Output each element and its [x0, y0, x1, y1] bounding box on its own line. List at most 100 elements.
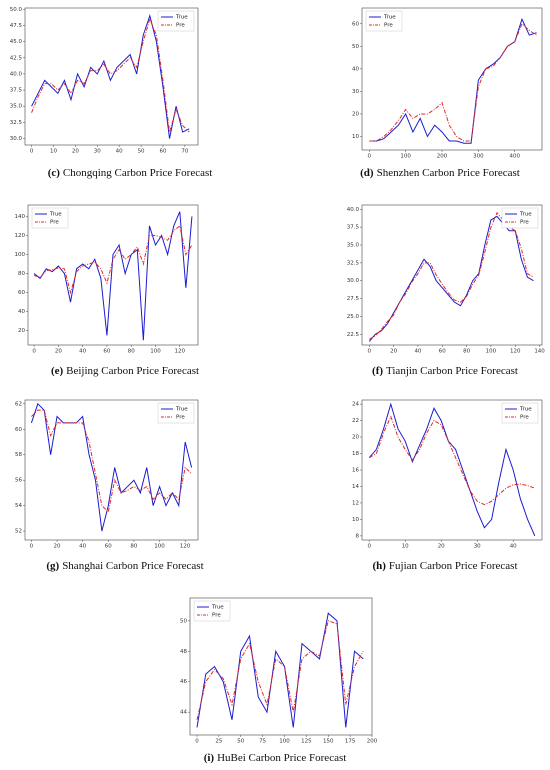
- y-tick-label: 62: [15, 401, 22, 407]
- x-tick-label: 30: [474, 544, 481, 550]
- legend-label: True: [519, 212, 532, 218]
- x-tick-label: 0: [32, 349, 36, 355]
- caption: (f) Tianjin Carbon Price Forecast: [372, 365, 518, 377]
- y-tick-label: 25.0: [347, 314, 360, 320]
- x-tick-label: 70: [181, 149, 188, 155]
- y-tick-label: 45.0: [10, 39, 23, 45]
- y-tick-label: 42.5: [10, 55, 23, 61]
- plot-frame: [27, 204, 199, 346]
- y-tick-label: 60: [18, 290, 25, 296]
- x-tick-label: 20: [54, 544, 61, 550]
- y-tick-label: 16: [352, 468, 359, 474]
- legend: True Pre: [157, 10, 195, 32]
- caption-text: Shanghai Carbon Price Forecast: [62, 560, 203, 572]
- x-tick-label: 125: [301, 739, 312, 745]
- x-tick-label: 300: [473, 154, 484, 160]
- chart-panel: 0 20 40 60 80 100 120 52 54 56 58 60 62 True Pre (g) Sha…: [15, 399, 204, 572]
- x-tick-label: 0: [195, 739, 199, 745]
- legend: True Pre: [157, 402, 195, 424]
- x-tick-label: 175: [345, 739, 356, 745]
- y-tick-label: 10: [352, 517, 359, 523]
- legend-label: Pre: [212, 613, 221, 619]
- caption-text: HuBei Carbon Price Forecast: [217, 752, 346, 764]
- series-line: [368, 415, 535, 506]
- series-line: [368, 402, 536, 537]
- y-tick-label: 58: [15, 452, 22, 458]
- x-tick-label: 100: [154, 544, 165, 550]
- x-tick-label: 80: [130, 544, 137, 550]
- x-tick-label: 200: [437, 154, 448, 160]
- y-tick-label: 46: [180, 679, 187, 685]
- series-line: [33, 211, 193, 341]
- legend-box: [501, 402, 539, 424]
- y-tick-label: 35.0: [10, 104, 23, 110]
- legend-label: Pre: [520, 220, 529, 226]
- y-tick-label: 37.5: [10, 88, 23, 94]
- x-tick-label: 0: [367, 544, 371, 550]
- legend-label: True: [175, 15, 188, 21]
- caption-text: Tianjin Carbon Price Forecast: [386, 365, 518, 377]
- y-tick-label: 120: [15, 233, 26, 239]
- x-tick-label: 400: [509, 154, 520, 160]
- x-tick-label: 0: [368, 154, 372, 160]
- legend: True Pre: [501, 207, 539, 229]
- y-tick-label: 30.0: [347, 278, 360, 284]
- caption-text: Beijing Carbon Price Forecast: [66, 365, 199, 377]
- y-tick-label: 47.5: [10, 23, 23, 29]
- legend: True Pre: [193, 600, 231, 622]
- series-line: [369, 22, 537, 142]
- plot-frame: [361, 204, 543, 346]
- y-tick-label: 20: [352, 435, 359, 441]
- y-tick-label: 30: [352, 89, 359, 95]
- legend-label: True: [383, 15, 396, 21]
- plot-frame: [24, 399, 199, 541]
- caption: (e) Beijing Carbon Price Forecast: [51, 365, 199, 377]
- x-tick-label: 30: [94, 149, 101, 155]
- x-tick-label: 0: [368, 349, 372, 355]
- caption-label: (c): [48, 167, 61, 179]
- legend-label: True: [519, 407, 532, 413]
- y-tick-label: 32.5: [10, 120, 23, 126]
- x-tick-label: 140: [534, 349, 545, 355]
- y-tick-label: 52: [15, 529, 22, 535]
- y-tick-label: 50: [180, 618, 187, 624]
- x-tick-label: 0: [30, 149, 34, 155]
- caption-text: Fujian Carbon Price Forecast: [389, 560, 518, 572]
- chart-panel: 0 20 40 60 80 100 120 20 40 60 80 100 120 140 True Pre (…: [15, 204, 199, 377]
- legend: True Pre: [365, 10, 403, 32]
- plot-frame: [24, 7, 199, 146]
- legend-label: True: [211, 605, 224, 611]
- x-tick-label: 20: [438, 544, 445, 550]
- x-tick-label: 100: [486, 349, 497, 355]
- y-tick-label: 22: [352, 418, 359, 424]
- legend-box: [365, 10, 403, 32]
- caption-label: (e): [51, 365, 64, 377]
- caption-text: Shenzhen Carbon Price Forecast: [377, 167, 520, 179]
- chart-panel: 0 100 200 300 400 10 20 30 40 50 60 True Pre (d) Shenz…: [352, 7, 543, 179]
- x-tick-label: 0: [30, 544, 34, 550]
- legend-label: Pre: [176, 23, 185, 29]
- caption: (c) Chongqing Carbon Price Forecast: [48, 167, 213, 179]
- y-tick-label: 14: [352, 484, 359, 490]
- caption: (i) HuBei Carbon Price Forecast: [204, 752, 347, 764]
- y-tick-label: 12: [352, 500, 359, 506]
- y-tick-label: 100: [15, 252, 26, 258]
- x-tick-label: 100: [279, 739, 290, 745]
- y-tick-label: 40: [18, 309, 25, 315]
- x-tick-label: 50: [138, 149, 145, 155]
- y-tick-label: 60: [352, 21, 359, 27]
- x-tick-label: 60: [103, 349, 110, 355]
- legend: True Pre: [501, 402, 539, 424]
- y-tick-label: 48: [180, 649, 187, 655]
- x-tick-label: 40: [79, 349, 86, 355]
- legend: True Pre: [31, 207, 69, 229]
- chart-panel: 0 10 20 30 40 50 60 70 30.0 32.5 35.0 37.5 40.0 42.5 4…: [10, 7, 213, 179]
- caption-text: Chongqing Carbon Price Forecast: [63, 167, 212, 179]
- y-tick-label: 8: [356, 533, 360, 539]
- y-tick-label: 18: [352, 451, 359, 457]
- caption-label: (d): [360, 167, 374, 179]
- legend-label: Pre: [520, 415, 529, 421]
- y-tick-label: 20: [18, 328, 25, 334]
- legend-box: [157, 10, 195, 32]
